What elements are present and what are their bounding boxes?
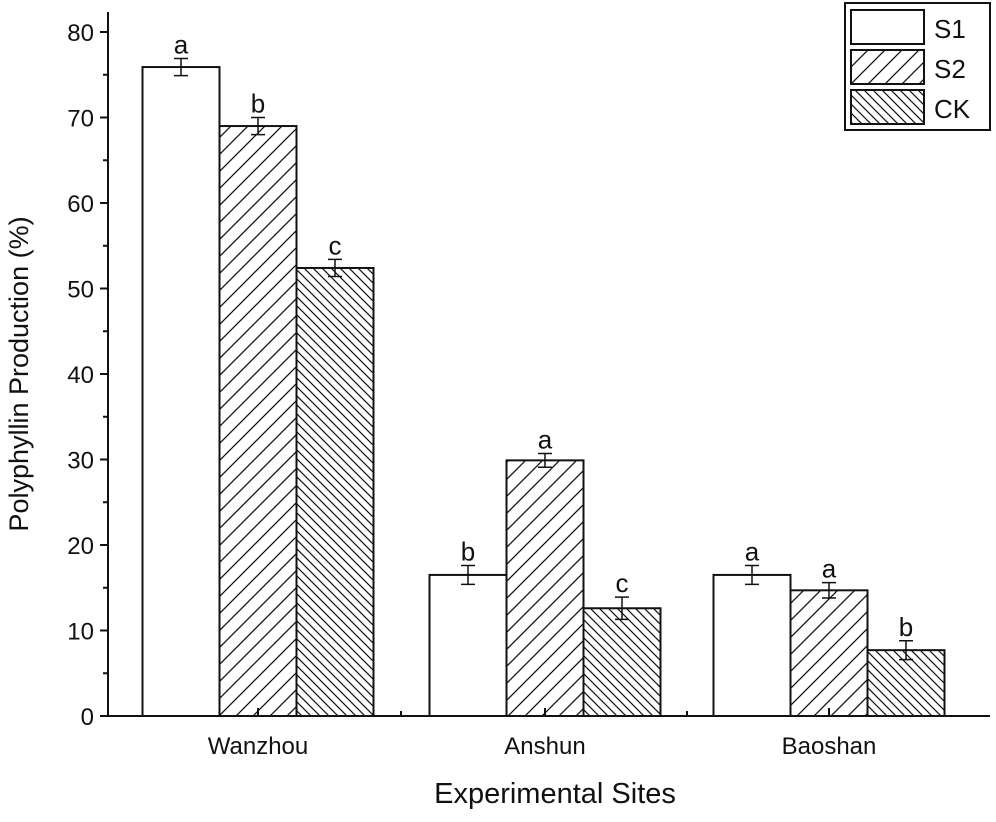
- legend-label: S1: [934, 14, 966, 44]
- legend-swatch-s2: [850, 49, 925, 85]
- y-tick-label: 10: [67, 619, 94, 646]
- x-tick-label: Wanzhou: [208, 733, 309, 760]
- legend-label: S2: [934, 54, 966, 84]
- y-tick-label: 80: [67, 20, 94, 47]
- significance-label: c: [616, 568, 629, 598]
- error-bar: [328, 258, 342, 278]
- significance-label: b: [461, 537, 475, 567]
- bar-s1-baoshan: [712, 573, 792, 717]
- bar-s1-wanzhou: [141, 66, 221, 718]
- error-bar: [538, 452, 552, 468]
- y-tick-label: 30: [67, 448, 94, 475]
- y-tick-label: 0: [81, 704, 94, 731]
- y-tick-label: 50: [67, 277, 94, 304]
- axes-layer: Wanzhou Anshun Baoshan 0 10 20 30 40 50 60 70 80: [67, 12, 990, 760]
- bar-s2-wanzhou: [218, 125, 298, 718]
- significance-label: a: [822, 554, 837, 584]
- bar-s2-anshun: [505, 459, 585, 718]
- bars-layer: a b c b a c a a b: [141, 30, 946, 718]
- legend: S1 S2 CK: [844, 2, 991, 131]
- y-tick-label: 70: [67, 106, 94, 133]
- y-tick-label: 40: [67, 362, 94, 389]
- error-bar: [899, 640, 913, 661]
- legend-swatch-s1: [850, 9, 925, 45]
- error-bar: [822, 581, 836, 599]
- error-bar: [461, 564, 475, 586]
- error-bar: [174, 57, 188, 77]
- significance-label: a: [745, 537, 760, 567]
- error-bar: [615, 596, 629, 621]
- significance-label: b: [251, 89, 265, 119]
- bar-ck-baoshan: [866, 649, 946, 717]
- x-tick-label: Anshun: [504, 733, 585, 760]
- bar-ck-wanzhou: [295, 266, 375, 717]
- y-tick-label: 60: [67, 191, 94, 218]
- x-axis-label: Experimental Sites: [434, 778, 676, 810]
- y-axis-label: Polyphyllin Production (%): [4, 216, 34, 531]
- bar-s2-baoshan: [789, 589, 869, 717]
- y-tick-label: 20: [67, 533, 94, 560]
- legend-swatch-ck: [850, 89, 925, 125]
- error-bar: [251, 116, 265, 136]
- bar-ck-anshun: [582, 607, 662, 718]
- error-bar: [745, 564, 759, 586]
- bar-s1-anshun: [428, 573, 508, 717]
- significance-label: b: [899, 612, 913, 642]
- significance-label: a: [174, 30, 189, 60]
- legend-label: CK: [934, 94, 971, 124]
- significance-label: c: [329, 230, 342, 260]
- significance-label: a: [538, 425, 553, 455]
- x-tick-label: Baoshan: [782, 733, 877, 760]
